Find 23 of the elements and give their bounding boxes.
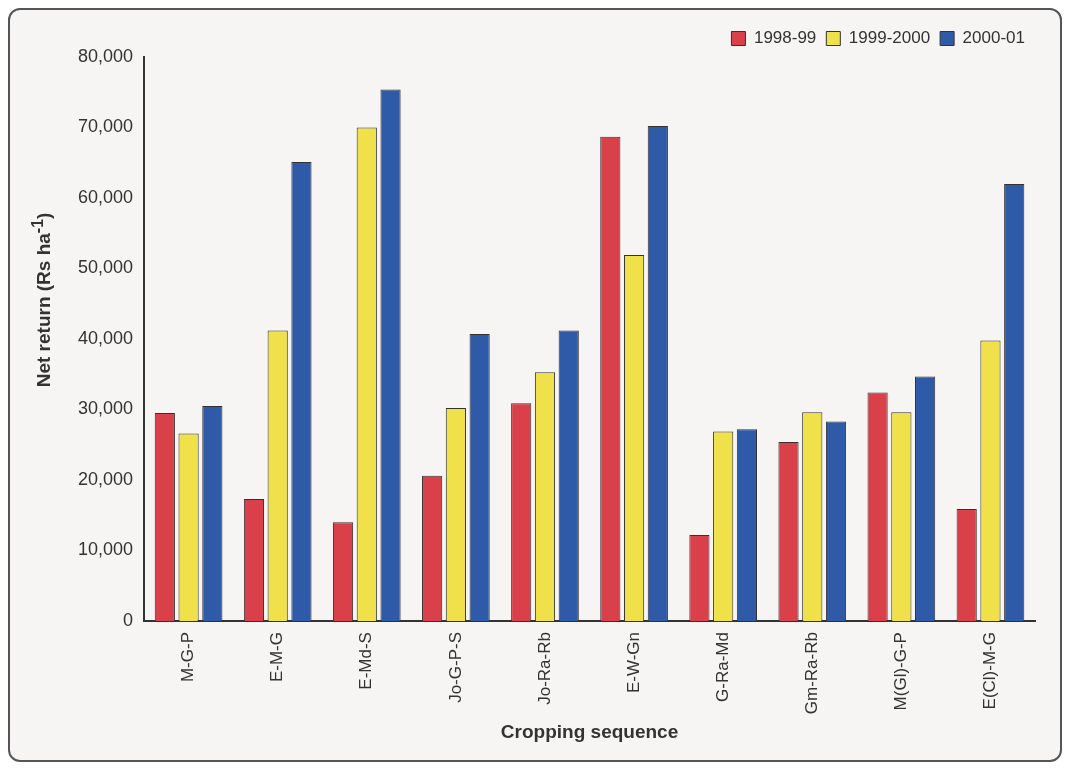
legend-label: 1999-2000 [848, 28, 931, 48]
legend-label: 2000-01 [962, 28, 1025, 48]
x-tick-label: E-M-G [267, 632, 287, 683]
y-tick-label: 30,000 [77, 398, 134, 419]
y-tick-label: 50,000 [77, 257, 134, 278]
y-tick-label: 60,000 [77, 186, 134, 207]
y-tick-label: 70,000 [77, 116, 134, 137]
x-tick-label: E(Cl)-M-G [980, 632, 1000, 710]
legend-label: 1998-99 [753, 28, 817, 48]
x-tick-label: M-G-P [178, 632, 198, 683]
x-tick-label: Jo-G-P-S [445, 632, 465, 703]
y-tick-label: 80,000 [77, 45, 134, 66]
x-tick-label: Jo-Ra-Rb [534, 632, 554, 705]
x-tick-label: Gm-Ra-Rb [801, 632, 821, 715]
x-tick-label: E-Md-S [356, 632, 376, 690]
x-axis-title: Cropping sequence [500, 720, 679, 742]
x-tick-label: G-Ra-Md [712, 632, 732, 702]
x-tick-label: M(Gl)-G-P [891, 632, 911, 711]
x-tick-label: E-W-Gn [623, 632, 643, 694]
y-tick-label: 40,000 [77, 327, 134, 348]
y-tick-label: 20,000 [77, 468, 134, 489]
y-tick-label: 0 [123, 610, 134, 630]
y-tick-label: 10,000 [77, 539, 134, 560]
